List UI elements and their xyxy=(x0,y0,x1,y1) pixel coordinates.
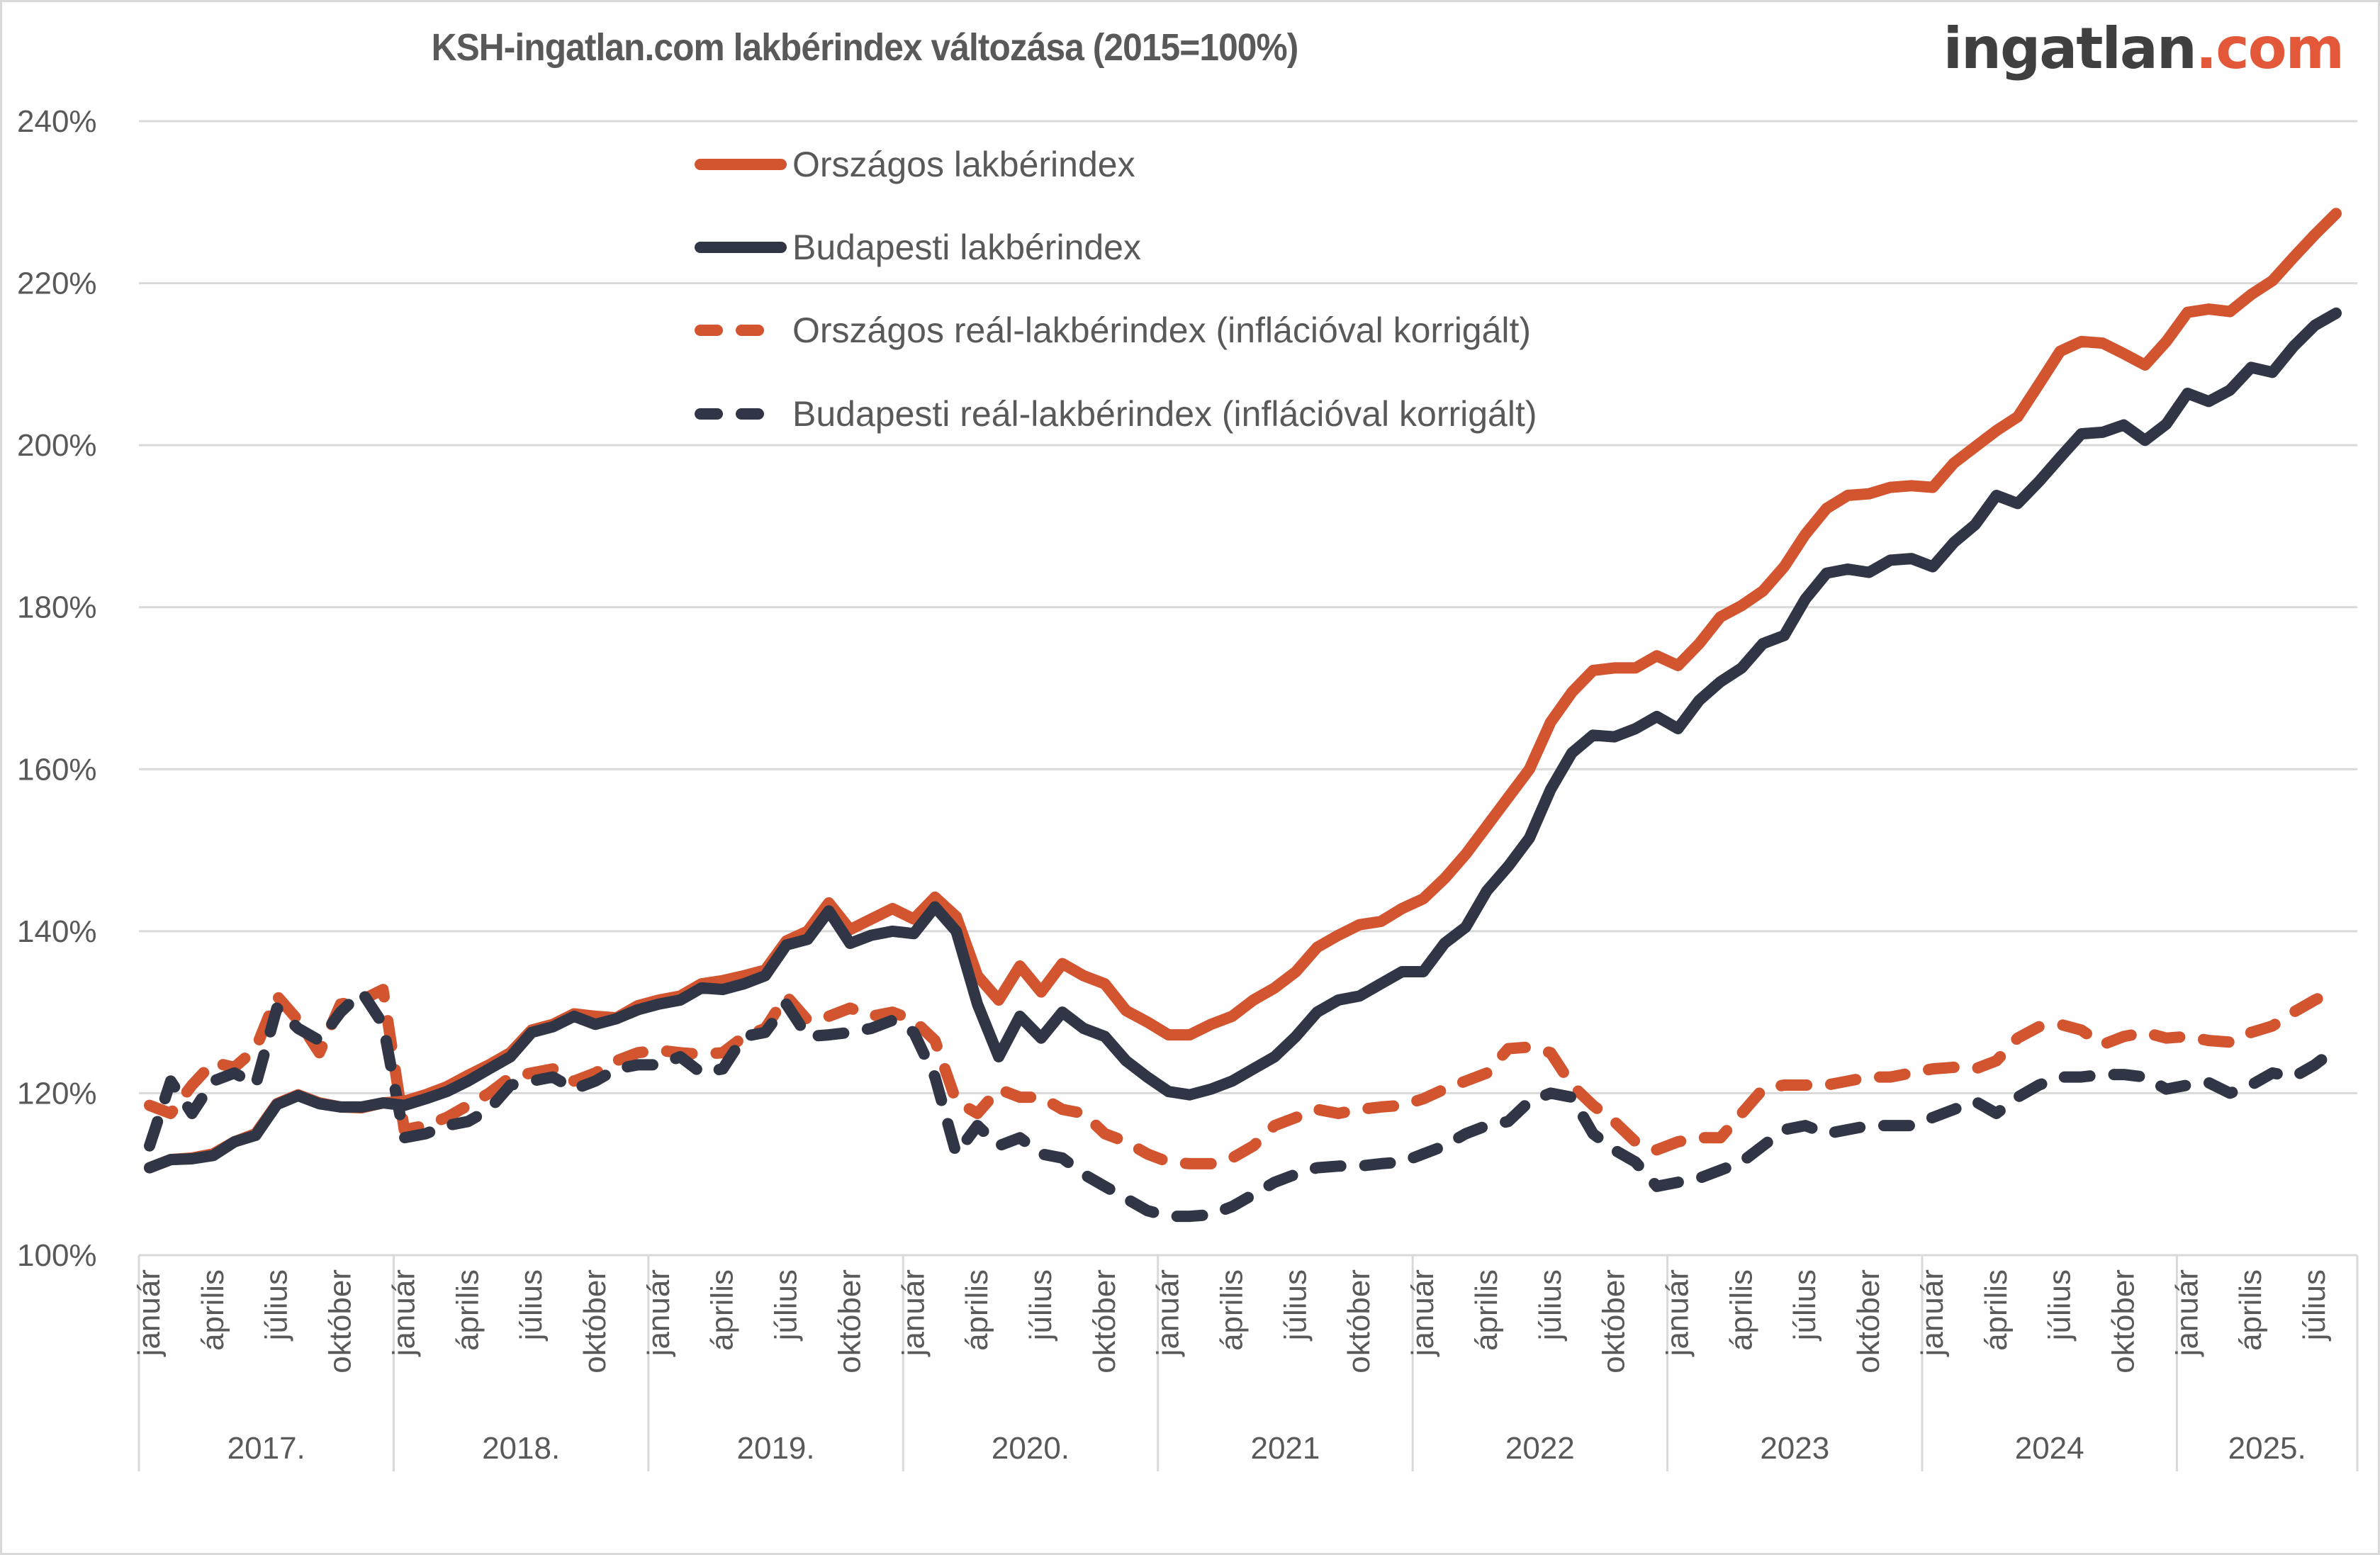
year-label: 2019. xyxy=(737,1431,815,1466)
y-tick-label: 140% xyxy=(17,914,97,949)
legend-label: Országos reál-lakbérindex (inflációval k… xyxy=(792,310,1531,350)
series-line-0 xyxy=(144,208,2342,1174)
legend-label: Országos lakbérindex xyxy=(792,145,1135,184)
x-tick-label: január xyxy=(132,1269,167,1357)
y-tick-label: 240% xyxy=(17,104,97,139)
x-tick-label: október xyxy=(578,1269,612,1374)
x-tick-label: október xyxy=(1597,1269,1632,1374)
x-tick-label: július xyxy=(2043,1269,2077,1342)
x-tick-label: január xyxy=(1151,1269,1186,1357)
x-axis: január április július október 2017. január ápr… xyxy=(132,1254,2359,1471)
x-tick-label: július xyxy=(769,1269,804,1342)
year-label: 2023 xyxy=(1760,1431,1829,1466)
y-tick-label: 100% xyxy=(17,1238,97,1273)
year-label: 2018. xyxy=(482,1431,560,1466)
x-tick-label: április xyxy=(1724,1269,1758,1351)
x-tick-label: július xyxy=(514,1269,549,1342)
y-axis: 100% 120% 140% 160% 180% 200% 220% 240% xyxy=(17,104,97,1273)
x-tick-label: április xyxy=(1469,1269,1504,1351)
series-lines xyxy=(144,208,2342,1223)
x-tick-label: július xyxy=(1787,1269,1822,1342)
x-tick-label: október xyxy=(1342,1269,1376,1374)
x-tick-label: október xyxy=(1851,1269,1886,1374)
year-label: 2025. xyxy=(2228,1431,2306,1466)
x-tick-label: január xyxy=(896,1269,931,1357)
x-tick-label: július xyxy=(2297,1269,2332,1342)
series-line-2 xyxy=(144,984,2342,1169)
logo-main-text: ingatlan xyxy=(1943,16,2197,82)
x-tick-label: április xyxy=(2233,1269,2268,1351)
x-tick-label: október xyxy=(323,1269,358,1374)
y-tick-label: 120% xyxy=(17,1076,97,1111)
x-tick-label: július xyxy=(1023,1269,1058,1342)
legend-label: Budapesti reál-lakbérindex (inflációval … xyxy=(792,394,1537,434)
x-tick-label: január xyxy=(641,1269,676,1357)
x-tick-label: április xyxy=(960,1269,994,1351)
x-tick-label: április xyxy=(1215,1269,1250,1351)
legend: Országos lakbérindex Budapesti lakbérinde… xyxy=(695,145,1537,434)
chart-title: KSH-ingatlan.com lakbérindex változása (… xyxy=(431,26,1299,69)
x-tick-label: január xyxy=(1915,1269,1950,1357)
y-tick-label: 220% xyxy=(17,266,97,301)
year-label: 2022 xyxy=(1505,1431,1575,1466)
year-label: 2020. xyxy=(992,1431,1070,1466)
y-tick-label: 180% xyxy=(17,590,97,625)
x-tick-label: január xyxy=(386,1269,421,1357)
x-tick-label: április xyxy=(196,1269,230,1351)
x-tick-label: április xyxy=(450,1269,485,1351)
legend-label: Budapesti lakbérindex xyxy=(792,228,1141,267)
x-tick-label: október xyxy=(2106,1269,2141,1374)
x-tick-label: január xyxy=(1661,1269,1695,1357)
x-tick-label: július xyxy=(259,1269,294,1342)
logo-accent-text: .com xyxy=(2195,16,2345,82)
x-tick-label: október xyxy=(832,1269,867,1374)
x-tick-label: január xyxy=(2169,1269,2204,1357)
x-tick-label: január xyxy=(1405,1269,1440,1357)
year-label: 2024 xyxy=(2015,1431,2084,1466)
series-line-1 xyxy=(144,307,2342,1174)
x-tick-label: július xyxy=(1278,1269,1313,1342)
year-label: 2017. xyxy=(228,1431,305,1466)
y-tick-label: 200% xyxy=(17,428,97,463)
y-tick-label: 160% xyxy=(17,752,97,787)
x-tick-label: október xyxy=(1087,1269,1122,1374)
x-tick-label: április xyxy=(705,1269,740,1351)
ingatlan-logo: ingatlan.com xyxy=(1943,16,2345,82)
series-line-3 xyxy=(144,986,2342,1223)
year-label: 2021 xyxy=(1250,1431,1320,1466)
gridlines xyxy=(139,120,2357,1094)
x-tick-label: április xyxy=(1979,1269,2014,1351)
x-tick-label: július xyxy=(1533,1269,1568,1342)
